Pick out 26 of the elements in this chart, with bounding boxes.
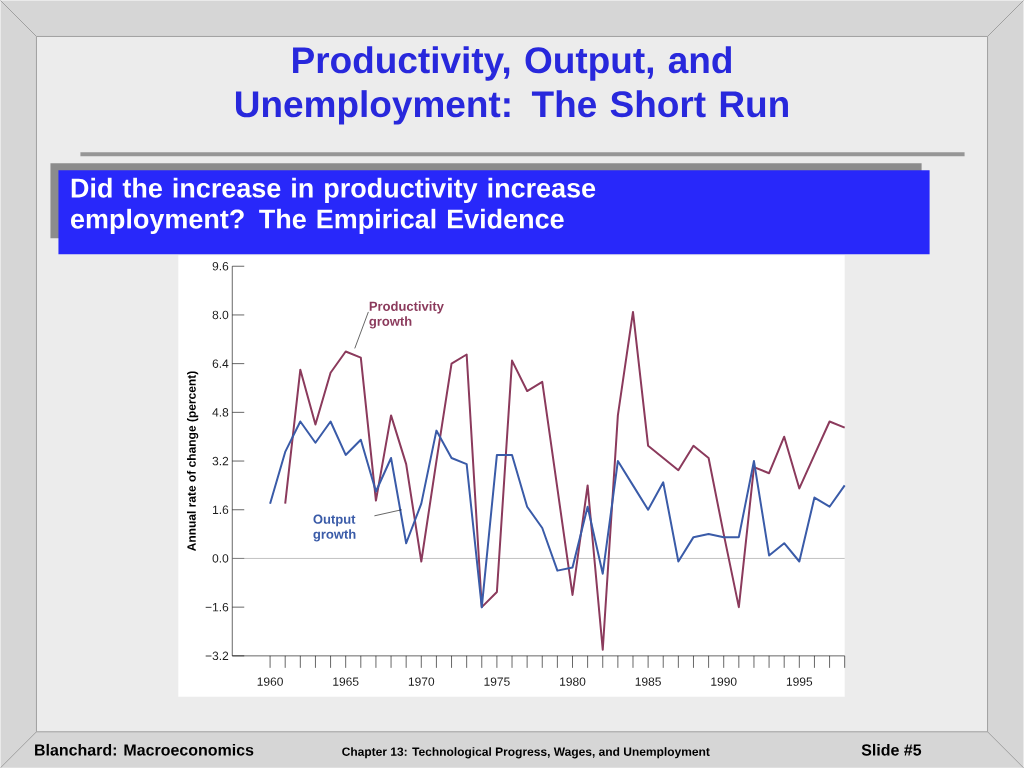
x-tick-label: 1960 [257,677,283,686]
line-series [269,420,846,609]
text: Chapter 13: Technological Progress, Wages, and Unemployment [342,747,710,759]
text: Slide #5 [861,743,922,756]
y-tick-label: 3.2 [212,456,229,466]
y-axis-title: Annual rate of change (percent) [187,371,199,551]
y-tick-label: 6.4 [212,359,229,368]
x-tick-label: 1980 [560,677,586,686]
x-tick-label: 1970 [408,677,435,686]
y-tick-label: 1.6 [212,505,229,514]
x-tick-label: 1990 [711,677,737,686]
text: Productivity growth [369,301,444,329]
y-tick-label: 4.8 [212,407,229,417]
text: Blanchard: Macroeconomics [35,743,254,756]
y-tick-label: 8.0 [212,310,229,320]
x-tick-label: 1995 [786,677,813,686]
x-tick-label: 1975 [484,677,510,686]
text: Output growth [313,514,356,542]
y-tick-label: 0.0 [212,554,229,563]
chart-title: Productivity, Output, and Unemployment: The Short Run [235,46,788,125]
y-tick-label: 9.6 [212,261,229,271]
x-tick-label: 1985 [635,677,661,686]
chart-subtitle: Did the increase in productivity increase employment? The Empirical Evidence [71,177,596,234]
x-tick-label: 1965 [333,677,359,686]
y-tick-label: −3.2 [205,651,229,660]
y-tick-label: −1.6 [205,602,229,612]
